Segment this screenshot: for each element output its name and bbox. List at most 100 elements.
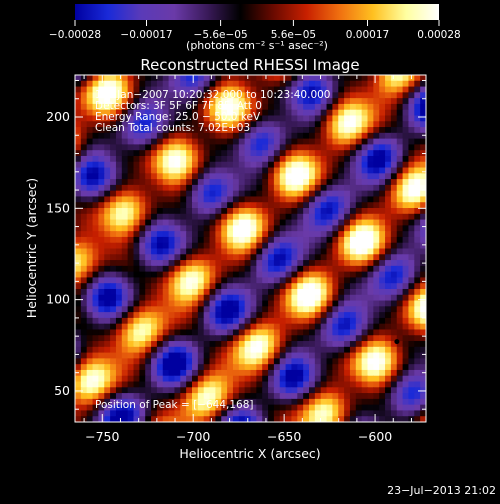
heatmap-cell — [326, 369, 333, 377]
heatmap-cell — [379, 294, 386, 302]
heatmap-cell — [221, 109, 228, 117]
heatmap-cell — [314, 115, 322, 122]
heatmap-cell — [104, 219, 111, 226]
heatmap-cell — [197, 312, 205, 319]
heatmap-cell — [104, 167, 111, 174]
heatmap-cell — [197, 294, 205, 302]
heatmap-cell — [115, 179, 123, 186]
heatmap-cell — [402, 398, 410, 406]
heatmap-cell — [80, 86, 88, 93]
heatmap-cell — [367, 277, 374, 284]
heatmap-cell — [279, 161, 287, 169]
heatmap-cell — [349, 346, 357, 354]
heatmap-cell — [197, 381, 205, 388]
heatmap-cell — [414, 190, 421, 198]
heatmap-cell — [273, 98, 281, 105]
heatmap-cell — [162, 150, 170, 157]
heatmap-cell — [238, 121, 246, 128]
heatmap-cell — [314, 358, 322, 365]
heatmap-cell — [98, 410, 105, 417]
heatmap-cell — [156, 369, 164, 377]
heatmap-cell — [139, 75, 146, 82]
heatmap-cell — [414, 312, 421, 319]
heatmap-cell — [145, 346, 152, 354]
heatmap-cell — [285, 416, 293, 422]
heatmap-cell — [151, 132, 158, 140]
heatmap-cell — [156, 306, 164, 313]
heatmap-cell — [92, 109, 99, 117]
heatmap-cell — [344, 335, 351, 342]
heatmap-cell — [390, 138, 398, 145]
heatmap-cell — [110, 398, 117, 406]
heatmap-cell — [133, 80, 140, 88]
heatmap-cell — [262, 138, 269, 145]
heatmap-cell — [326, 155, 333, 163]
heatmap-cell — [215, 254, 222, 261]
heatmap-cell — [338, 312, 345, 319]
heatmap-cell — [203, 231, 211, 238]
heatmap-cell — [203, 341, 211, 348]
heatmap-cell — [390, 317, 398, 325]
heatmap-cell — [291, 92, 298, 99]
heatmap-cell — [297, 323, 304, 331]
heatmap-cell — [303, 167, 310, 174]
heatmap-cell — [110, 358, 117, 365]
heatmap-cell — [420, 248, 426, 255]
heatmap-cell — [262, 109, 269, 117]
colorbar-tick-label: −5.6e−05 — [194, 29, 248, 41]
heatmap-cell — [256, 242, 263, 250]
heatmap-cell — [332, 288, 339, 296]
heatmap-cell — [338, 283, 345, 290]
heatmap-cell — [80, 173, 88, 180]
heatmap-cell — [373, 184, 380, 192]
heatmap-cell — [104, 202, 111, 209]
heatmap-cell — [344, 208, 351, 215]
heatmap-cell — [192, 155, 199, 163]
heatmap-cell — [338, 323, 345, 331]
heatmap-cell — [75, 103, 82, 111]
heatmap-cell — [279, 196, 287, 203]
heatmap-cell — [279, 404, 287, 412]
heatmap-cell — [250, 346, 257, 354]
heatmap-cell — [402, 184, 410, 192]
heatmap-cell — [232, 208, 240, 215]
heatmap-cell — [314, 306, 322, 313]
heatmap-cell — [338, 317, 345, 325]
heatmap-cell — [168, 387, 176, 394]
colorbar-unit-label: (photons cm⁻² s⁻¹ asec⁻²) — [186, 39, 328, 52]
heatmap-cell — [151, 393, 158, 400]
heatmap-cell — [332, 150, 339, 157]
heatmap-cell — [197, 173, 205, 180]
heatmap-cell — [414, 231, 421, 238]
heatmap-cell — [414, 346, 421, 354]
heatmap-cell — [291, 213, 298, 221]
heatmap-cell — [414, 254, 421, 261]
heatmap-cell — [373, 288, 380, 296]
heatmap-cell — [262, 80, 269, 88]
heatmap-cell — [192, 294, 199, 302]
heatmap-cell — [174, 271, 181, 279]
heatmap-cell — [86, 398, 94, 406]
heatmap-cell — [420, 219, 426, 226]
heatmap-cell — [180, 265, 187, 273]
heatmap-cell — [273, 283, 281, 290]
heatmap-cell — [110, 300, 117, 307]
heatmap-cell — [314, 352, 322, 359]
heatmap-cell — [414, 236, 421, 244]
heatmap-cell — [127, 127, 135, 134]
heatmap-cell — [168, 161, 176, 169]
heatmap-cell — [262, 352, 269, 359]
heatmap-cell — [385, 225, 392, 232]
heatmap-cell — [98, 202, 105, 209]
heatmap-cell — [104, 265, 111, 273]
heatmap-cell — [367, 346, 374, 354]
heatmap-cell — [232, 92, 240, 99]
heatmap-cell — [151, 138, 158, 145]
heatmap-cell — [145, 190, 152, 198]
heatmap-cell — [273, 236, 281, 244]
heatmap-cell — [80, 208, 88, 215]
heatmap-cell — [279, 271, 287, 279]
heatmap-cell — [151, 294, 158, 302]
heatmap-cell — [291, 173, 298, 180]
heatmap-cell — [215, 369, 222, 377]
